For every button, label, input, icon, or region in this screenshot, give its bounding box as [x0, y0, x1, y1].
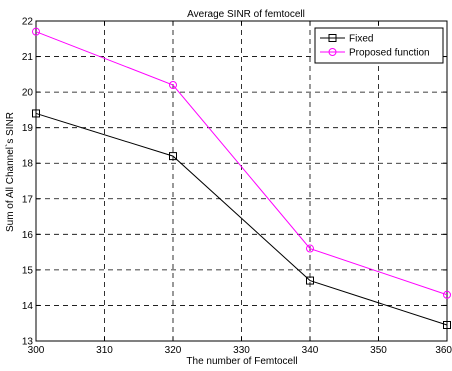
- y-tick-label: 18: [22, 159, 34, 170]
- data-point-circle: [306, 244, 314, 253]
- y-tick-label: 19: [22, 123, 34, 134]
- y-tick-label: 21: [22, 52, 34, 63]
- legend-label: Proposed function: [349, 48, 430, 59]
- legend-box: [314, 27, 444, 64]
- legend-label: Fixed: [349, 34, 373, 45]
- data-point-circle: [443, 290, 451, 299]
- x-tick-label: 350: [370, 345, 387, 356]
- data-point-circle: [32, 27, 40, 36]
- y-tick-label: 15: [22, 265, 34, 276]
- y-tick-label: 22: [22, 17, 34, 28]
- x-axis-label: The number of Femtocell: [186, 356, 297, 367]
- chart-title: Average SINR of femtocell: [187, 9, 305, 20]
- y-tick-label: 17: [22, 194, 34, 205]
- legend: Fixed Proposed function: [314, 27, 444, 64]
- axis-ticks: 300 310 320 330 340 350 360 13 14 15 16 17 18 19 20 21 2…: [22, 17, 452, 357]
- data-point-square: [32, 109, 40, 118]
- y-tick-label: 20: [22, 88, 34, 99]
- legend-marker-square: [328, 34, 337, 42]
- x-tick-label: 300: [28, 345, 45, 356]
- data-point-square: [169, 152, 177, 161]
- series-line-1: [35, 112, 448, 326]
- y-tick-label: 16: [22, 230, 34, 241]
- x-tick-label: 330: [233, 345, 250, 356]
- x-tick-label: 310: [96, 345, 113, 356]
- data-point-square: [443, 321, 451, 329]
- y-axis-label: Sum of All Channel`s SINR: [4, 112, 16, 232]
- x-tick-label: 340: [302, 345, 319, 356]
- y-tick-label: 13: [22, 337, 34, 348]
- x-tick-label: 320: [165, 345, 182, 356]
- y-tick-label: 14: [22, 301, 34, 312]
- series-line-2: [35, 31, 448, 296]
- data-point-square: [306, 276, 314, 285]
- legend-marker-circle: [328, 48, 337, 56]
- data-point-circle: [169, 81, 177, 89]
- x-tick-label: 360: [435, 345, 452, 356]
- series-layer: [32, 27, 451, 329]
- grid-lines: [36, 21, 447, 341]
